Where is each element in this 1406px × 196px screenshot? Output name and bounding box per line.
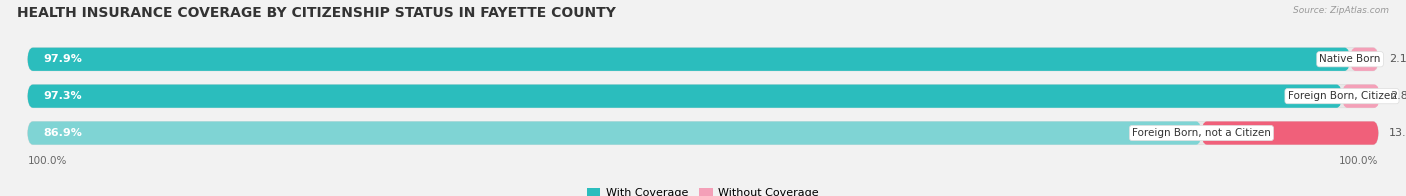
Text: Native Born: Native Born bbox=[1319, 54, 1381, 64]
Text: 100.0%: 100.0% bbox=[1339, 156, 1378, 166]
Text: 2.1%: 2.1% bbox=[1389, 54, 1406, 64]
Text: 100.0%: 100.0% bbox=[28, 156, 67, 166]
Text: 97.3%: 97.3% bbox=[44, 91, 83, 101]
Text: Foreign Born, not a Citizen: Foreign Born, not a Citizen bbox=[1132, 128, 1271, 138]
Text: Foreign Born, Citizen: Foreign Born, Citizen bbox=[1288, 91, 1396, 101]
FancyBboxPatch shape bbox=[1341, 84, 1379, 108]
FancyBboxPatch shape bbox=[1201, 122, 1378, 145]
FancyBboxPatch shape bbox=[28, 84, 1341, 108]
Text: 86.9%: 86.9% bbox=[44, 128, 83, 138]
FancyBboxPatch shape bbox=[28, 84, 1378, 108]
FancyBboxPatch shape bbox=[28, 48, 1378, 71]
FancyBboxPatch shape bbox=[1350, 48, 1378, 71]
Text: 13.1%: 13.1% bbox=[1389, 128, 1406, 138]
Legend: With Coverage, Without Coverage: With Coverage, Without Coverage bbox=[582, 183, 824, 196]
FancyBboxPatch shape bbox=[28, 48, 1350, 71]
FancyBboxPatch shape bbox=[28, 122, 1202, 145]
Text: Source: ZipAtlas.com: Source: ZipAtlas.com bbox=[1294, 6, 1389, 15]
Text: HEALTH INSURANCE COVERAGE BY CITIZENSHIP STATUS IN FAYETTE COUNTY: HEALTH INSURANCE COVERAGE BY CITIZENSHIP… bbox=[17, 6, 616, 20]
Text: 97.9%: 97.9% bbox=[44, 54, 83, 64]
FancyBboxPatch shape bbox=[28, 122, 1378, 145]
Text: 2.8%: 2.8% bbox=[1391, 91, 1406, 101]
